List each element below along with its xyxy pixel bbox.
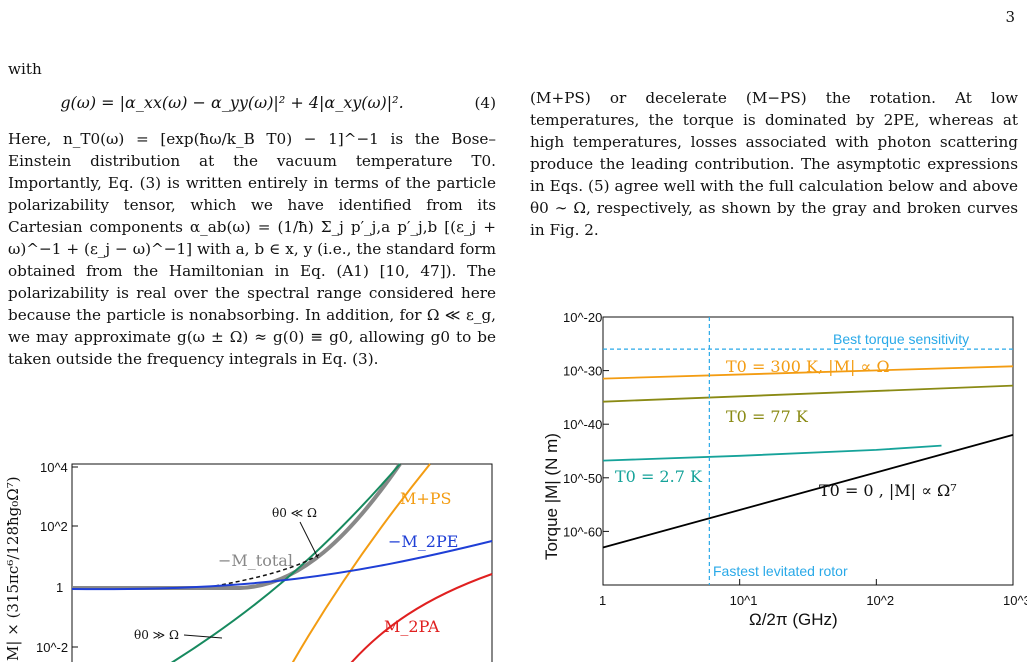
label-t27: T0 = 2.7 K: [615, 467, 703, 486]
pointer-theta-less: [299, 521, 319, 559]
right-ytick-label: 10^-30: [563, 364, 602, 379]
right-ytick-label: 10^-40: [563, 417, 602, 432]
label-m-2pa: M_2PA: [384, 617, 440, 636]
right-paragraph: (M+PS) or decelerate (M−PS) the rotation…: [530, 89, 1018, 239]
right-series-line-1: [602, 384, 1014, 403]
equation-body: g(ω) = |α_xx(ω) − α_yy(ω)|² + 4|α_xy(ω)|…: [60, 93, 404, 112]
label-m-total: −M_total: [218, 551, 293, 570]
right-xtick-label: 10^2: [866, 593, 894, 608]
right-plot-frame: [602, 316, 1014, 586]
figure-left-plot: |M| × (315πc⁶/128ħg₀Ω⁷) 10^4 10^2 1 10^-…: [4, 460, 493, 662]
right-ylabel: Torque |M| (N m): [542, 433, 561, 560]
left-yticks: [72, 466, 78, 648]
equation-4: g(ω) = |α_xx(ω) − α_yy(ω)|² + 4|α_xy(ω)|…: [8, 92, 496, 114]
label-t0: T0 = 0 , |M| ∝ Ω⁷: [819, 481, 957, 500]
label-best-torque: Best torque sensitivity: [833, 331, 969, 347]
right-xtick-label: 10^1: [730, 593, 758, 608]
left-ytick-1: 1: [56, 580, 63, 595]
label-theta-less: θ0 ≪ Ω: [272, 506, 317, 520]
left-ytick-1e4: 10^4: [40, 460, 68, 475]
series-m-2pe: [71, 540, 493, 591]
right-ytick-label: 10^-20: [563, 310, 602, 325]
series-green-asymptote: [170, 463, 401, 662]
label-m-2pe: −M_2PE: [388, 532, 458, 551]
equation-number: (4): [474, 94, 496, 112]
right-xlabel: Ω/2π (GHz): [749, 610, 838, 629]
with-text: with: [8, 60, 42, 78]
left-ytick-1e-2: 10^-2: [36, 640, 68, 655]
right-ytick-label: 10^-50: [563, 471, 602, 486]
figure-right-plot: Torque |M| (N m) 10^-20 10^-30 10^-40 10^-5…: [542, 310, 1027, 629]
left-paragraph: Here, n_T0(ω) = [exp(ħω/k_B T0) − 1]^−1 …: [8, 130, 496, 368]
label-t300: T0 = 300 K, |M| ∝ Ω: [726, 357, 890, 376]
right-ytick-label: 10^-60: [563, 524, 602, 539]
label-t77: T0 = 77 K: [726, 407, 809, 426]
series-m-ps-plus: [291, 463, 431, 662]
left-ylabel: |M| × (315πc⁶/128ħg₀Ω⁷): [4, 476, 22, 662]
right-column: (M+PS) or decelerate (M−PS) the rotation…: [530, 87, 1018, 241]
right-xtick-label: 1: [599, 593, 606, 608]
label-fastest-rotor: Fastest levitated rotor: [713, 563, 848, 579]
left-column: with g(ω) = |α_xx(ω) − α_yy(ω)|² + 4|α_x…: [8, 58, 496, 370]
right-series-line-2: [602, 444, 942, 462]
pointer-theta-greater: [183, 634, 223, 639]
left-plot-frame: [71, 463, 493, 662]
right-xticks: 1 10^1 10^2 10^3: [599, 579, 1027, 608]
right-xtick-label: 10^3: [1003, 593, 1027, 608]
series-m-total: [72, 462, 402, 590]
right-reference-lines: [603, 317, 1013, 585]
page-number: 3: [1005, 8, 1015, 26]
right-yticks: 10^-20 10^-30 10^-40 10^-50 10^-60: [563, 310, 609, 539]
label-m-ps: M+PS: [400, 489, 452, 508]
left-ytick-1e2: 10^2: [40, 519, 68, 534]
right-series: [602, 365, 1014, 549]
series-m-2pa: [350, 573, 493, 662]
right-series-line-0: [602, 365, 1014, 380]
right-series-line-3: [602, 434, 1014, 549]
series-dashed-asymptote: [214, 553, 321, 587]
label-theta-greater: θ0 ≫ Ω: [134, 628, 179, 642]
